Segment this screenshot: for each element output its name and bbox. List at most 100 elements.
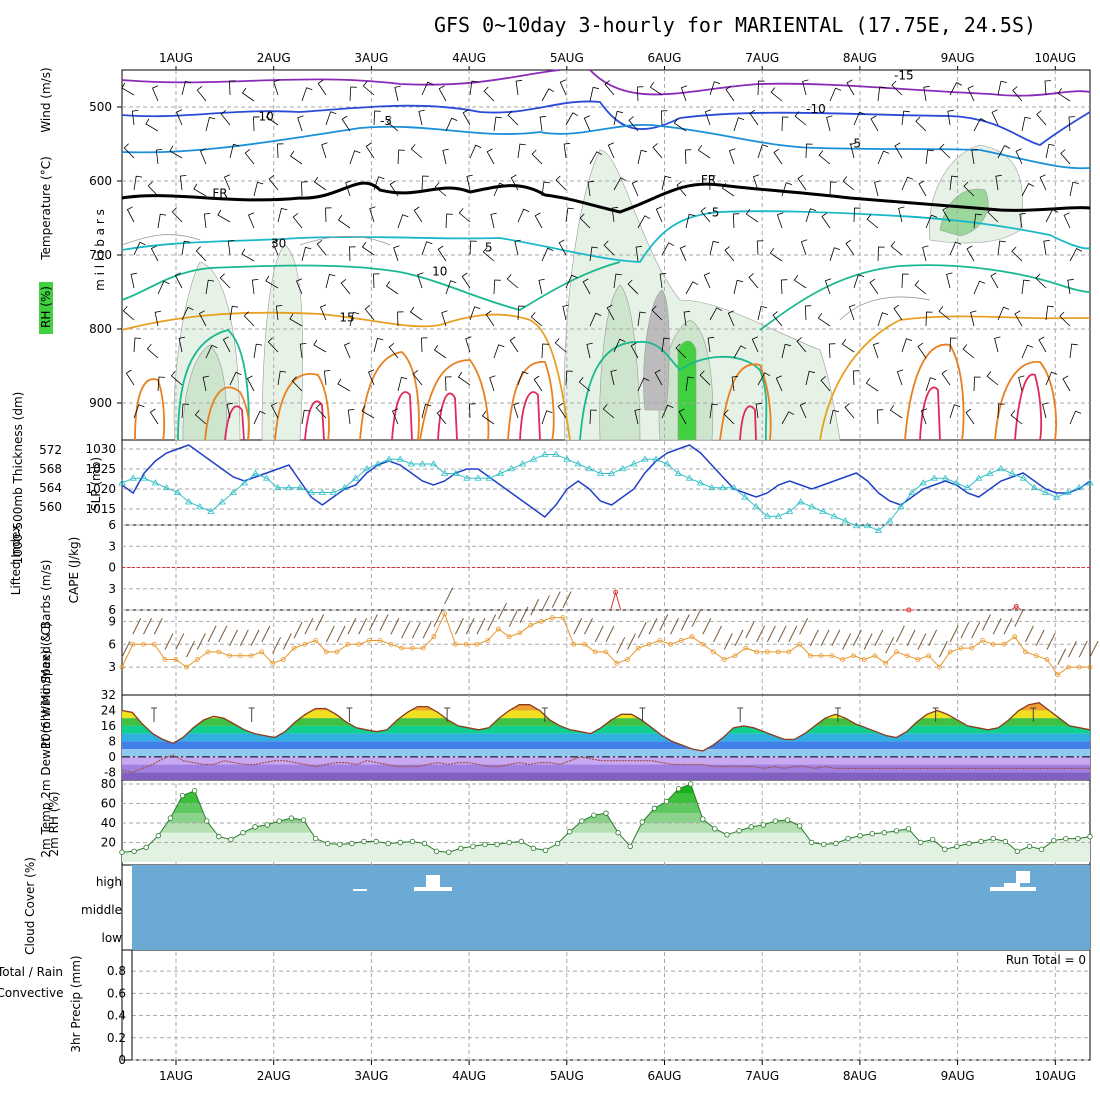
precip-tick-label: 0 bbox=[118, 1053, 126, 1067]
wind-barb-10m bbox=[293, 621, 303, 639]
wind-barb bbox=[1010, 410, 1023, 425]
wind-barb-10m bbox=[616, 637, 626, 654]
wind-barb bbox=[289, 150, 303, 165]
wind-barb-10m bbox=[336, 625, 346, 643]
rh-point bbox=[639, 819, 645, 825]
wind-barb bbox=[749, 109, 759, 126]
wind-barb bbox=[507, 110, 519, 126]
thickness-point bbox=[1075, 483, 1083, 491]
wind-barb bbox=[799, 402, 807, 419]
wind-barb-10m bbox=[325, 625, 335, 643]
wind-speed-point bbox=[721, 657, 727, 662]
rh-point bbox=[325, 840, 331, 847]
wind-barb bbox=[219, 273, 231, 289]
thickness-point bbox=[129, 474, 137, 481]
wind-speed-point bbox=[388, 641, 394, 647]
rh-point bbox=[1050, 837, 1057, 844]
rh-point bbox=[397, 839, 403, 846]
wind-speed-point bbox=[861, 657, 867, 662]
lifted-index-point bbox=[613, 589, 619, 595]
chart-title: GFS 0~10day 3-hourly for MARIENTAL (17.7… bbox=[434, 13, 1036, 37]
wind-barb-10m bbox=[562, 591, 572, 608]
wind-speed-point bbox=[797, 641, 802, 647]
rh-point bbox=[1087, 833, 1093, 840]
wind-barb-10m bbox=[1035, 629, 1045, 646]
wind-barb bbox=[821, 212, 831, 229]
wind-barb bbox=[205, 116, 216, 132]
date-label-top: 5AUG bbox=[550, 51, 584, 65]
lifted-index-point bbox=[906, 607, 912, 613]
wind-barb bbox=[325, 207, 332, 223]
wind-barb bbox=[412, 369, 423, 386]
wind-label: Wind (m/s) bbox=[39, 67, 53, 132]
wind-barb bbox=[824, 278, 832, 295]
wind-barb bbox=[725, 85, 735, 102]
wind-barb bbox=[465, 336, 472, 353]
wind-barb bbox=[728, 148, 736, 165]
wind-barb bbox=[922, 245, 929, 262]
wind-barb bbox=[578, 377, 591, 392]
temperature-contour bbox=[121, 69, 1091, 97]
thickness-point bbox=[173, 488, 182, 495]
temperature-contour bbox=[121, 100, 1091, 146]
wind-barb bbox=[361, 405, 375, 419]
wind-barb bbox=[660, 110, 668, 126]
thickness-point bbox=[763, 512, 772, 519]
rh-point bbox=[216, 833, 222, 840]
rh-point bbox=[748, 824, 754, 830]
minmax-marker bbox=[737, 707, 744, 722]
wind-barb bbox=[565, 207, 574, 223]
wind-barb bbox=[246, 375, 255, 392]
wind-barb bbox=[1045, 371, 1058, 386]
lifted-index-spike bbox=[610, 590, 622, 611]
wind-barb bbox=[565, 274, 578, 289]
wind-barb bbox=[317, 79, 327, 96]
thickness-point bbox=[329, 488, 338, 495]
wind-barb bbox=[133, 337, 142, 353]
wind-barb-10m bbox=[175, 633, 185, 650]
thickness-point bbox=[385, 455, 393, 462]
wind-speed-point bbox=[334, 649, 340, 655]
rh-point bbox=[373, 838, 379, 845]
wind-barb bbox=[973, 376, 981, 392]
wind-barb bbox=[1035, 273, 1047, 289]
thickness-point bbox=[596, 469, 605, 476]
wind-barb bbox=[995, 174, 1002, 191]
rh-point bbox=[772, 818, 779, 824]
wind-barb bbox=[506, 274, 519, 289]
rh-point bbox=[675, 786, 682, 792]
wind-barb bbox=[589, 409, 597, 425]
lifted-index-point bbox=[1013, 603, 1019, 609]
wind-barb bbox=[531, 149, 543, 165]
wind-barb bbox=[589, 246, 598, 262]
wind-barb bbox=[121, 82, 135, 96]
wind-barb bbox=[217, 209, 231, 223]
wind-barb bbox=[223, 174, 231, 191]
wind-barb bbox=[241, 87, 255, 102]
wind-barb bbox=[397, 149, 405, 165]
thickness-point bbox=[585, 464, 594, 472]
temperature-contour bbox=[121, 124, 1091, 170]
wind-barb bbox=[781, 343, 791, 359]
wind-speed-point bbox=[205, 649, 211, 655]
wind-barb bbox=[661, 175, 671, 191]
thickness-point bbox=[307, 488, 315, 495]
wind-barb bbox=[457, 371, 471, 386]
wind-barb bbox=[1021, 183, 1035, 197]
rh-tick-label: 20 bbox=[101, 835, 116, 849]
wind-barb bbox=[745, 208, 759, 223]
thickness-point bbox=[930, 474, 938, 481]
thickness-point bbox=[529, 455, 538, 462]
upper-air-wind-barbs bbox=[121, 79, 1083, 425]
wind-barb-10m bbox=[250, 629, 260, 646]
wind-speed-point bbox=[872, 653, 878, 659]
pressure-tick-label: 900 bbox=[89, 396, 112, 410]
wind-barb bbox=[565, 112, 579, 126]
pressure-tick-label: 800 bbox=[89, 322, 112, 336]
wind-barb bbox=[373, 337, 384, 353]
thickness-tick-label: 572 bbox=[39, 443, 62, 457]
wind-barb-10m bbox=[949, 625, 959, 643]
thickness-point bbox=[1041, 488, 1050, 495]
wind-speed-point bbox=[474, 641, 480, 647]
rh-point bbox=[252, 824, 258, 830]
